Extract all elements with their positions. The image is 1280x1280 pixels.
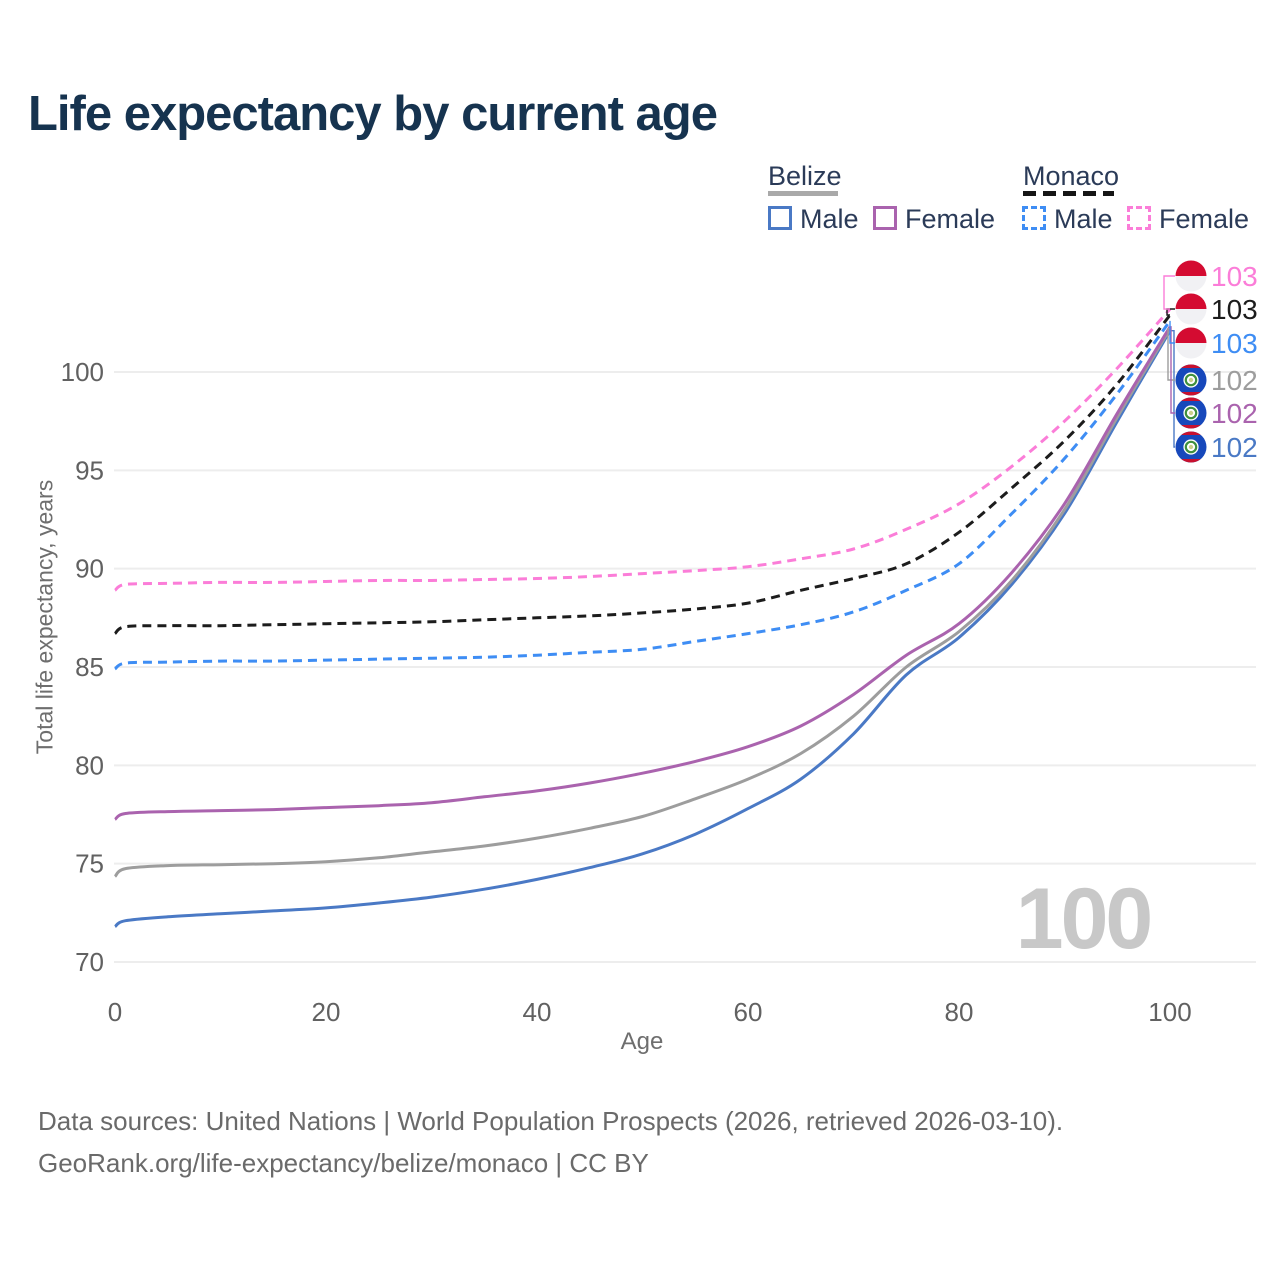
age-watermark: 100 [1016, 871, 1151, 967]
belize-flag-icon [1181, 431, 1201, 435]
series-line-belize-female [114, 326, 1172, 821]
footer-attribution: GeoRank.org/life-expectancy/belize/monac… [38, 1148, 649, 1178]
y-tick-label: 95 [75, 455, 104, 485]
monaco-flag-icon [1175, 327, 1207, 343]
page-title: Life expectancy by current age [28, 87, 718, 141]
footer-data-sources: Data sources: United Nations | World Pop… [38, 1106, 1064, 1136]
x-tick-label: 20 [312, 997, 341, 1027]
x-tick-label: 0 [108, 997, 122, 1027]
monaco-flag-icon [1175, 260, 1207, 276]
legend-monaco-line-sample [1023, 191, 1114, 196]
legend-swatch-belize-male[interactable] [768, 206, 792, 230]
y-tick-label: 70 [75, 947, 104, 977]
x-tick-label: 60 [734, 997, 763, 1027]
x-axis-title: Age [620, 1028, 664, 1055]
end-label-connector [1166, 308, 1175, 316]
belize-flag-icon [1188, 444, 1194, 450]
series-line-monaco-female [114, 308, 1172, 592]
end-label-connector [1163, 275, 1175, 310]
belize-flag-icon [1181, 364, 1201, 368]
end-value-label: 102 [1211, 365, 1258, 396]
belize-flag-icon [1181, 459, 1201, 463]
y-tick-label: 75 [75, 849, 104, 879]
x-tick-label: 100 [1148, 997, 1191, 1027]
legend-belize-male-label[interactable]: Male [800, 204, 859, 234]
legend-monaco-title[interactable]: Monaco [1023, 161, 1120, 191]
belize-flag-icon [1181, 392, 1201, 396]
y-tick-label: 80 [75, 750, 104, 780]
legend-swatch-belize-female[interactable] [873, 206, 897, 230]
end-label-connector [1169, 320, 1175, 344]
x-tick-label: 80 [945, 997, 974, 1027]
y-tick-label: 90 [75, 554, 104, 584]
belize-flag-icon [1188, 410, 1194, 416]
end-value-label: 102 [1211, 398, 1258, 429]
belize-flag-icon [1188, 377, 1194, 383]
end-value-label: 103 [1211, 294, 1258, 325]
end-label-connector [1170, 330, 1175, 448]
series-line-belize-male [114, 329, 1172, 928]
legend-swatch-monaco-male[interactable] [1022, 206, 1046, 230]
series-line-monaco-male [114, 320, 1172, 671]
legend-swatch-monaco-female[interactable] [1127, 206, 1151, 230]
end-value-label: 103 [1211, 328, 1258, 359]
legend-monaco-female-label[interactable]: Female [1159, 204, 1250, 234]
series-line-monaco-both-sexes [113, 314, 1172, 635]
y-tick-label: 85 [75, 652, 104, 682]
legend-monaco-male-label[interactable]: Male [1054, 204, 1113, 234]
x-tick-label: 40 [523, 997, 552, 1027]
monaco-flag-icon [1175, 293, 1207, 309]
end-value-label: 103 [1211, 261, 1258, 292]
end-value-label: 102 [1211, 432, 1258, 463]
belize-flag-icon [1181, 425, 1201, 429]
legend-belize-line-sample [768, 191, 838, 196]
series-line-belize-both-sexes [113, 327, 1172, 878]
belize-flag-icon [1181, 397, 1201, 401]
legend-belize-title[interactable]: Belize [768, 161, 842, 191]
y-tick-label: 100 [61, 357, 104, 387]
legend-belize-female-label[interactable]: Female [905, 204, 996, 234]
